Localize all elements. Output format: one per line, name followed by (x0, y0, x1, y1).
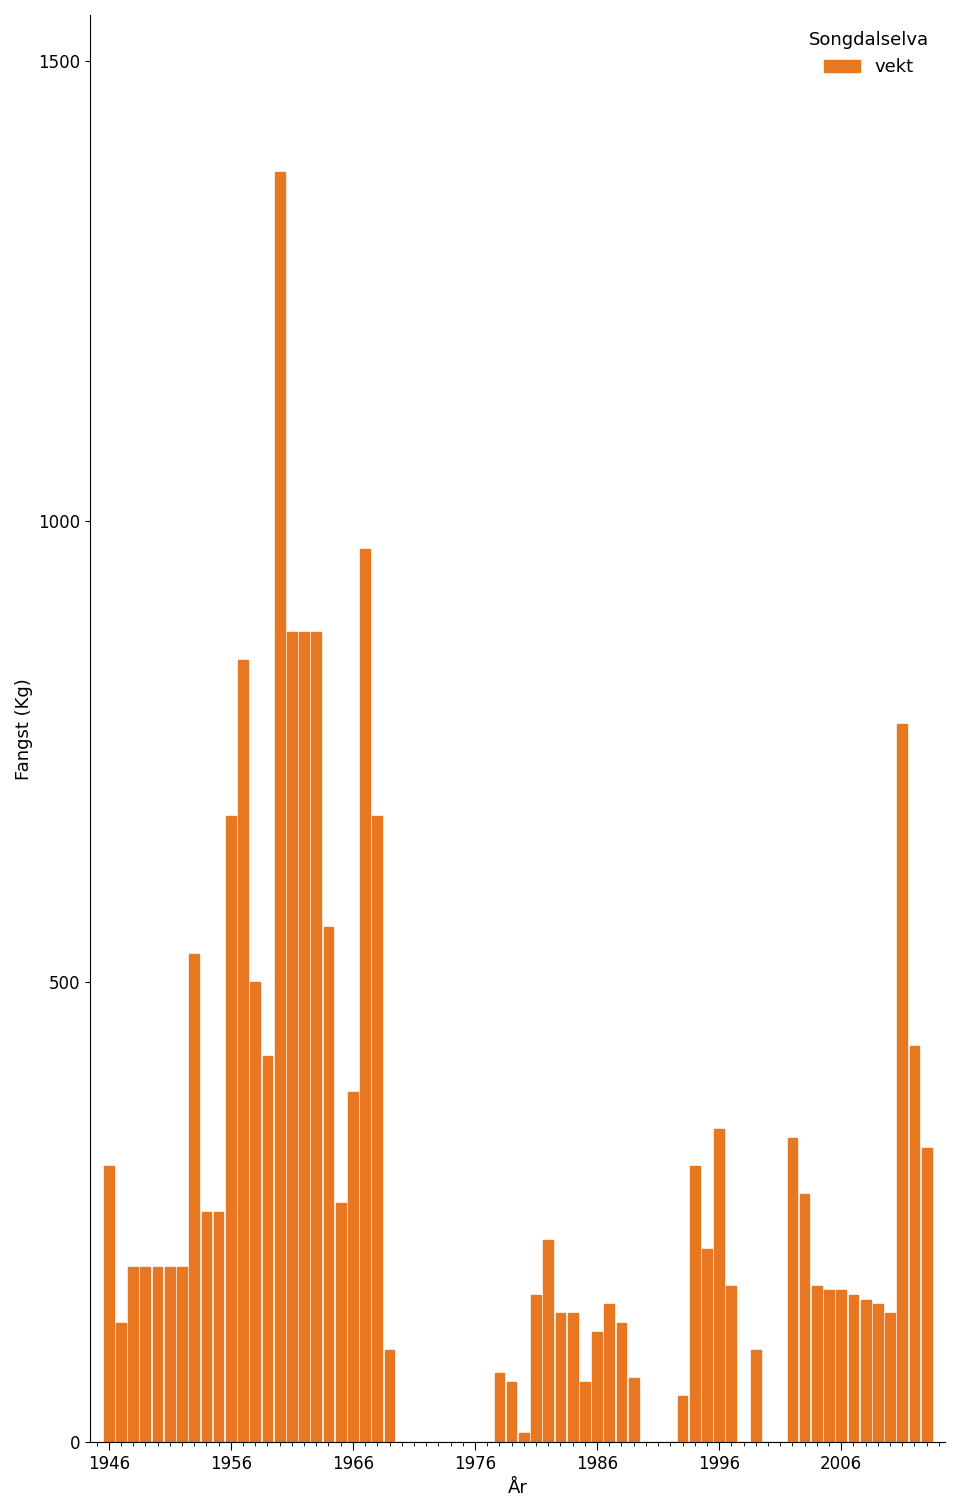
Bar (300, 632, 309, 1442)
Bar (189, 954, 199, 1442)
Bar (616, 1323, 626, 1442)
Bar (592, 1332, 602, 1442)
Bar (873, 1305, 883, 1442)
Bar (226, 816, 236, 1442)
Bar (336, 1204, 346, 1442)
Bar (165, 1267, 175, 1442)
Bar (605, 1305, 614, 1442)
Bar (543, 1240, 553, 1442)
Bar (385, 1350, 395, 1442)
Bar (898, 724, 907, 1442)
Bar (885, 1314, 895, 1442)
Bar (531, 1294, 540, 1442)
Bar (360, 549, 370, 1442)
Bar (849, 1294, 858, 1442)
Bar (824, 1290, 834, 1442)
Bar (262, 1055, 273, 1442)
Bar (800, 1193, 809, 1442)
Bar (629, 1377, 638, 1442)
Bar (678, 1396, 687, 1442)
Bar (812, 1285, 822, 1442)
Bar (116, 1323, 126, 1442)
Bar (567, 1314, 578, 1442)
Bar (372, 816, 382, 1442)
Bar (702, 1249, 711, 1442)
Bar (214, 1213, 224, 1442)
Bar (690, 1166, 700, 1442)
Bar (311, 632, 322, 1442)
Bar (104, 1166, 113, 1442)
Bar (922, 1148, 931, 1442)
X-axis label: År: År (508, 1479, 528, 1497)
Bar (714, 1129, 724, 1442)
Bar (507, 1382, 516, 1442)
Bar (153, 1267, 162, 1442)
Bar (348, 1092, 358, 1442)
Bar (324, 927, 333, 1442)
Bar (251, 981, 260, 1442)
Bar (751, 1350, 760, 1442)
Bar (836, 1290, 846, 1442)
Bar (177, 1267, 187, 1442)
Y-axis label: Fangst (Kg): Fangst (Kg) (15, 677, 33, 780)
Bar (275, 171, 284, 1442)
Bar (861, 1299, 871, 1442)
Bar (494, 1373, 504, 1442)
Bar (727, 1285, 736, 1442)
Bar (140, 1267, 150, 1442)
Bar (787, 1139, 797, 1442)
Bar (556, 1314, 565, 1442)
Bar (909, 1046, 920, 1442)
Bar (580, 1382, 589, 1442)
Legend: vekt: vekt (802, 24, 936, 83)
Bar (129, 1267, 138, 1442)
Bar (287, 632, 297, 1442)
Bar (238, 659, 248, 1442)
Bar (202, 1213, 211, 1442)
Bar (519, 1433, 529, 1442)
